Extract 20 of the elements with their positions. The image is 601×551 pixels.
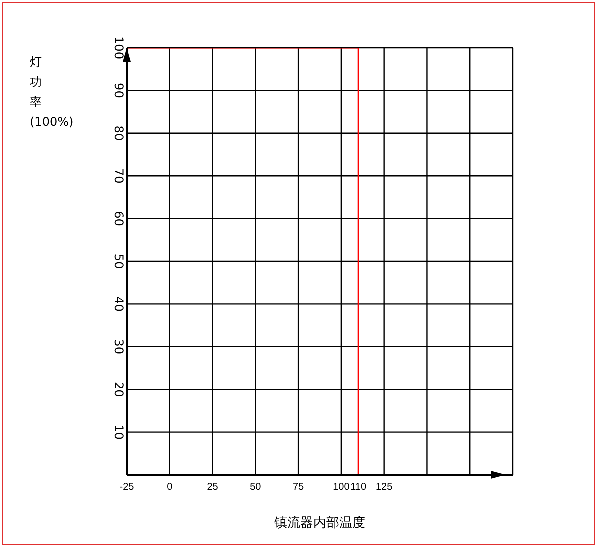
x-tick-label: -25	[120, 482, 135, 494]
x-tick-label: 25	[207, 482, 219, 494]
y-tick-label: 100	[112, 36, 126, 60]
x-tick-label: 0	[167, 482, 174, 494]
x-axis-title: 镇流器内部温度	[274, 515, 366, 531]
y-tick-label: 70	[112, 168, 126, 184]
x-tick-label: 75	[292, 482, 305, 494]
y-tick-label: 20	[112, 382, 126, 398]
y-tick-label: 40	[112, 296, 126, 312]
x-tick-label: 100	[333, 482, 350, 494]
y-axis-title: 灯功率(100%)	[30, 54, 74, 131]
y-tick-label: 90	[112, 83, 126, 98]
y-tick-label: 50	[112, 254, 126, 270]
y-tick-label: 10	[112, 424, 126, 440]
x-tick-label: 125	[376, 482, 394, 494]
x-tick-label: 50	[250, 482, 262, 494]
y-tick-label: 60	[112, 211, 126, 226]
y-tick-label: 30	[112, 339, 126, 355]
y-tick-label: 80	[112, 126, 126, 142]
x-tick-label: 110	[350, 482, 368, 494]
